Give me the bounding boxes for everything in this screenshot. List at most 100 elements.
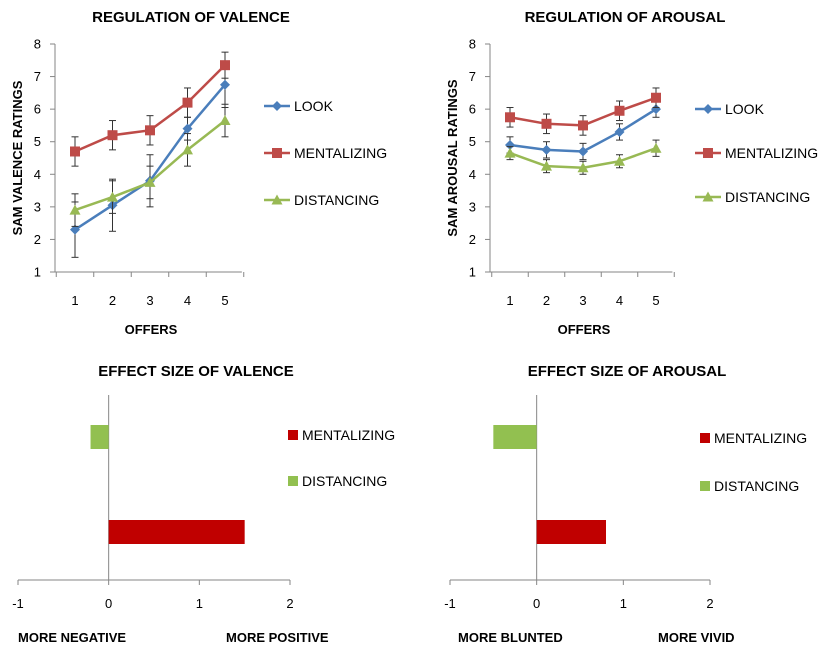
- effect-valence-x-tick-label: 2: [286, 596, 293, 611]
- legend-label: DISTANCING: [302, 473, 387, 489]
- data-point: [220, 79, 230, 90]
- data-point: [70, 224, 80, 235]
- data-point: [70, 146, 80, 157]
- valence-x-tick-label: 1: [71, 293, 78, 308]
- arousal-title: REGULATION OF AROUSAL: [525, 9, 726, 26]
- effect-arousal-positive-label: MORE VIVID: [658, 630, 735, 645]
- arousal-x-tick-label: 5: [652, 293, 659, 308]
- valence-x-tick-label: 2: [109, 293, 116, 308]
- legend-label: DISTANCING: [725, 189, 810, 205]
- valence-x-tick-label: 4: [184, 293, 191, 308]
- legend-swatch: [700, 433, 710, 443]
- data-point: [107, 191, 118, 202]
- valence-title: REGULATION OF VALENCE: [92, 9, 290, 26]
- arousal-line-chart: REGULATION OF AROUSAL 1 2 3 4 5 6 7 8 1 2 3 4 5 OFFERS…: [445, 9, 818, 337]
- bar-mentalizing: [536, 520, 606, 544]
- valence-y-tick-label: 1: [34, 265, 41, 280]
- valence-x-tick-label: 5: [221, 293, 228, 308]
- arousal-y-tick-label: 8: [469, 37, 476, 52]
- legend-marker: [271, 194, 283, 205]
- valence-legend: LOOK MENTALIZING DISTANCING: [264, 98, 387, 208]
- effect-valence-positive-label: MORE POSITIVE: [226, 630, 329, 645]
- effect-valence-title: EFFECT SIZE OF VALENCE: [98, 363, 294, 380]
- bar-distancing: [493, 425, 537, 449]
- arousal-y-tick-label: 2: [469, 232, 476, 247]
- effect-arousal-x-tick-label: -1: [444, 596, 456, 611]
- data-point: [614, 126, 625, 137]
- arousal-series-look: [505, 100, 661, 161]
- bar-mentalizing: [108, 520, 245, 544]
- data-point: [541, 118, 552, 129]
- effect-arousal-x-tick-label: 2: [706, 596, 713, 611]
- data-point: [578, 120, 588, 131]
- data-point: [577, 162, 589, 173]
- data-point: [541, 144, 552, 155]
- data-point: [144, 176, 156, 187]
- data-point: [614, 155, 625, 166]
- arousal-y-axis-label: SAM AROUSAL RATINGS: [445, 79, 460, 237]
- legend-label: MENTALIZING: [714, 430, 807, 446]
- data-point: [541, 160, 552, 171]
- bar-distancing: [90, 425, 109, 449]
- arousal-series-distancing: [504, 139, 662, 175]
- legend-label: LOOK: [294, 98, 334, 114]
- valence-y-tick-label: 4: [34, 167, 41, 182]
- data-point: [505, 112, 515, 123]
- legend-label: DISTANCING: [714, 478, 799, 494]
- valence-line-chart: REGULATION OF VALENCE 1 2 3 4 5 6 7 8 1 2 3 4 5 OFFERS…: [10, 9, 387, 337]
- arousal-series-mentalizing: [505, 87, 661, 136]
- data-point: [650, 142, 662, 153]
- effect-arousal-legend: MENTALIZING DISTANCING: [700, 430, 807, 494]
- effect-valence-legend: MENTALIZING DISTANCING: [288, 427, 395, 489]
- legend-marker: [703, 104, 713, 114]
- effect-valence-bar-chart: EFFECT SIZE OF VALENCE -1 0 1 2 MORE NEGATIVE…: [12, 363, 395, 645]
- legend-marker: [703, 148, 713, 158]
- effect-valence-x-tick-label: 1: [196, 596, 203, 611]
- valence-y-tick-label: 5: [34, 134, 41, 149]
- data-point: [145, 125, 155, 136]
- effect-arousal-x-tick-label: 0: [533, 596, 540, 611]
- valence-x-axis-label: OFFERS: [125, 322, 178, 337]
- arousal-y-tick-label: 1: [469, 265, 476, 280]
- effect-arousal-x-tick-label: 1: [620, 596, 627, 611]
- valence-y-tick-label: 3: [34, 199, 41, 214]
- legend-label: LOOK: [725, 101, 765, 117]
- arousal-x-tick-label: 4: [616, 293, 623, 308]
- arousal-x-tick-label: 3: [579, 293, 586, 308]
- arousal-x-tick-label: 2: [543, 293, 550, 308]
- data-point: [614, 105, 625, 116]
- valence-series-look: [70, 61, 230, 258]
- arousal-y-tick-label: 5: [469, 134, 476, 149]
- data-point: [182, 123, 193, 134]
- effect-valence-x-tick-label: -1: [12, 596, 24, 611]
- valence-y-tick-label: 7: [34, 69, 41, 84]
- legend-swatch: [288, 430, 298, 440]
- legend-label: DISTANCING: [294, 192, 379, 208]
- effect-valence-x-tick-label: 0: [105, 596, 112, 611]
- legend-swatch: [288, 476, 298, 486]
- data-point: [651, 92, 661, 103]
- data-point: [651, 104, 661, 115]
- effect-arousal-negative-label: MORE BLUNTED: [458, 630, 563, 645]
- arousal-y-tick-label: 3: [469, 199, 476, 214]
- legend-swatch: [700, 481, 710, 491]
- legend-marker: [702, 191, 714, 202]
- arousal-x-axis-label: OFFERS: [558, 322, 611, 337]
- data-point: [505, 139, 515, 150]
- data-point: [220, 60, 230, 71]
- valence-series-distancing: [69, 103, 231, 227]
- legend-label: MENTALIZING: [302, 427, 395, 443]
- valence-x-tick-label: 3: [146, 293, 153, 308]
- valence-y-axis-label: SAM VALENCE RATINGS: [10, 80, 25, 235]
- arousal-legend: LOOK MENTALIZING DISTANCING: [695, 101, 818, 205]
- valence-y-tick-label: 6: [34, 102, 41, 117]
- effect-valence-negative-label: MORE NEGATIVE: [18, 630, 126, 645]
- data-point: [107, 130, 118, 141]
- legend-marker: [272, 148, 282, 158]
- data-point: [504, 147, 516, 158]
- legend-label: MENTALIZING: [725, 145, 818, 161]
- arousal-x-tick-label: 1: [506, 293, 513, 308]
- valence-series-mentalizing: [70, 51, 230, 167]
- legend-label: MENTALIZING: [294, 145, 387, 161]
- data-point: [182, 144, 193, 155]
